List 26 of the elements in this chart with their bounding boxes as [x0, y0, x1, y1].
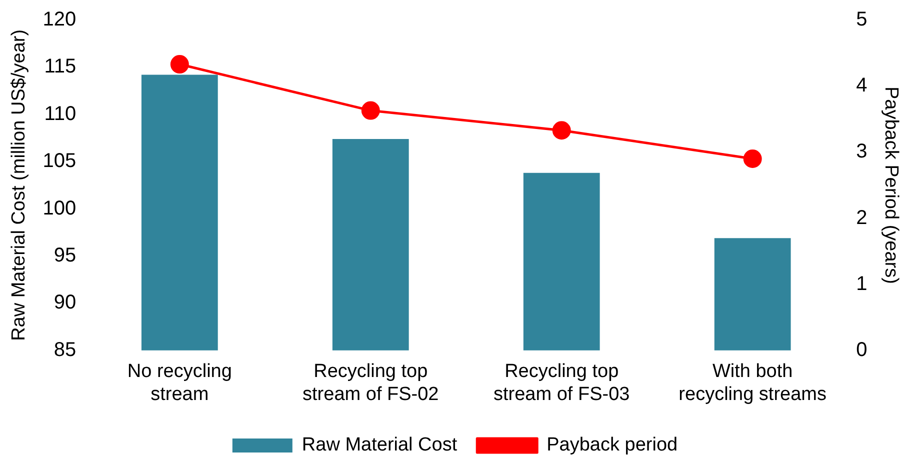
y2-tick-label: 0 — [856, 338, 868, 361]
y2-tick-label: 4 — [856, 74, 868, 97]
x-tick-label: No recycling stream — [127, 361, 232, 405]
y-tick-label: 115 — [44, 56, 76, 78]
x-tick-label: With both recycling streams — [678, 361, 827, 405]
y-tick-label: 105 — [42, 150, 76, 172]
y2-tick-label: 3 — [856, 140, 868, 163]
legend-label: Raw Material Cost — [302, 434, 458, 456]
y-tick-label: 110 — [44, 102, 76, 125]
point — [170, 55, 189, 74]
y2-tick-label: 2 — [856, 206, 868, 229]
y2-tick-label: 5 — [856, 8, 868, 31]
y-tick-label: 95 — [54, 244, 76, 267]
legend-label: Payback period — [546, 434, 678, 456]
y-tick-label: 120 — [42, 8, 76, 31]
y-tick-label: 90 — [54, 292, 76, 314]
point — [552, 121, 571, 140]
y2-tick-label: 1 — [856, 272, 868, 295]
y-axis-title: Raw Material Cost (million US$/year) — [8, 29, 30, 341]
y-tick-label: 100 — [42, 197, 76, 220]
y-tick-label: 85 — [54, 338, 76, 361]
y2-axis-title: Payback Period (years) — [880, 86, 902, 284]
x-tick-label: Recycling top stream of FS-02 — [302, 361, 439, 405]
point — [743, 150, 762, 168]
x-tick-label: Recycling top stream of FS-03 — [494, 361, 630, 405]
point — [361, 101, 380, 120]
